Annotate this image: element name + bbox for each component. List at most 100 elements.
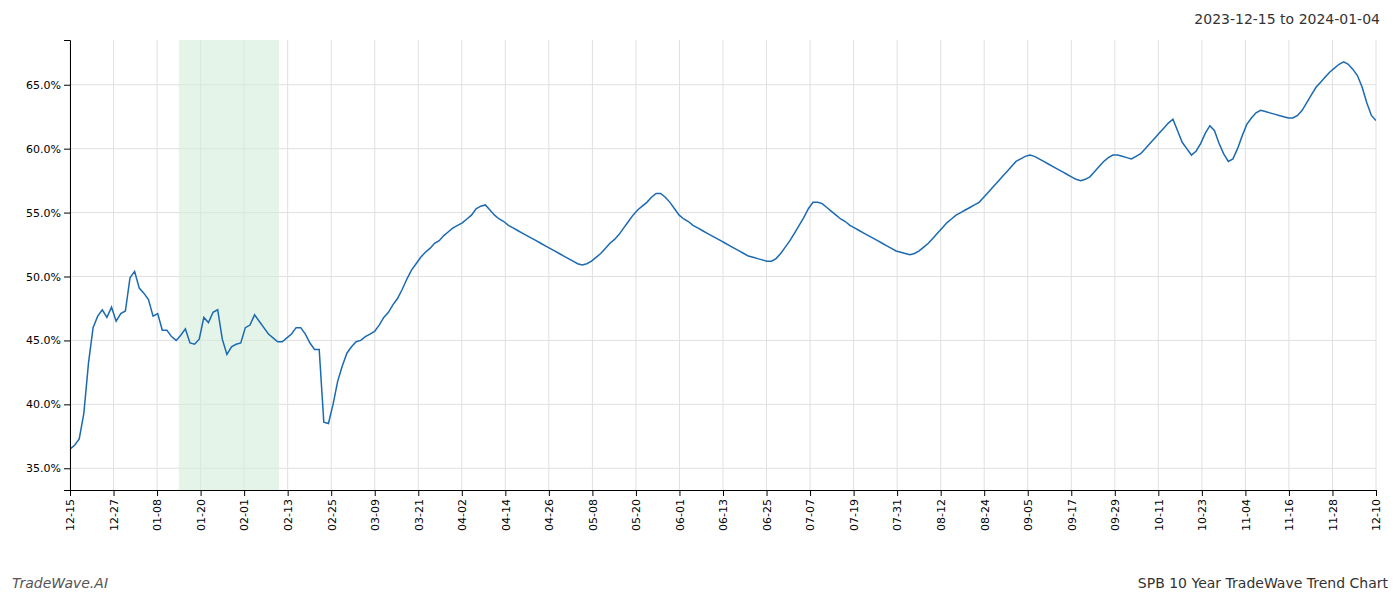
tick-mark <box>462 490 463 496</box>
tick-label: 06-13 <box>717 499 730 531</box>
tick-mark <box>810 490 811 496</box>
tick: 40.0% <box>26 398 70 411</box>
tick: 04-14 <box>500 490 513 531</box>
tick-mark <box>1115 490 1116 496</box>
tick-mark <box>1376 490 1377 496</box>
tick-label: 04-26 <box>543 499 556 531</box>
tick-mark <box>1158 490 1159 496</box>
tick-mark <box>897 490 898 496</box>
marks <box>70 40 1376 490</box>
tick-mark <box>984 490 985 496</box>
tick-label: 09-17 <box>1066 499 1079 531</box>
tick-label: 11-16 <box>1283 499 1296 531</box>
tick-mark <box>1245 490 1246 496</box>
tick-mark <box>418 490 419 496</box>
tick-label: 12-27 <box>108 499 121 531</box>
tick-mark <box>941 490 942 496</box>
tick-mark <box>244 490 245 496</box>
tick: 07-31 <box>891 490 904 531</box>
tick: 11-04 <box>1240 490 1253 531</box>
tick-label: 10-11 <box>1153 499 1166 531</box>
tick-mark <box>64 213 70 214</box>
tick: 07-07 <box>804 490 817 531</box>
tick-label: 04-14 <box>500 499 513 531</box>
tick-mark <box>505 490 506 496</box>
tick: 05-08 <box>587 490 600 531</box>
tick: 06-13 <box>717 490 730 531</box>
grid-line <box>1332 40 1333 490</box>
line <box>70 62 1376 449</box>
grid <box>70 40 1376 490</box>
tick: 11-28 <box>1327 490 1340 531</box>
grid-line <box>157 40 158 490</box>
tick-mark <box>1071 490 1072 496</box>
tick-label: 03-09 <box>369 499 382 531</box>
tick-label: 45.0% <box>26 334 61 347</box>
tick: 11-16 <box>1283 490 1296 531</box>
tick-label: 02-13 <box>282 499 295 531</box>
grid-line <box>592 40 593 490</box>
tick-mark <box>592 490 593 496</box>
tick-mark <box>636 490 637 496</box>
tick-mark <box>64 149 70 150</box>
grid-line <box>418 40 419 490</box>
grid-line <box>853 40 854 490</box>
grid-line <box>1114 40 1115 490</box>
tick-mark <box>1028 490 1029 496</box>
tick-mark <box>679 490 680 496</box>
grid-line <box>1288 40 1289 490</box>
tick-mark <box>64 404 70 405</box>
tick-label: 08-12 <box>935 499 948 531</box>
axis-line <box>71 491 1377 497</box>
tick-label: 01-20 <box>195 499 208 531</box>
axis-line <box>64 41 71 491</box>
tick: 12-15 <box>64 490 77 531</box>
tick-label: 10-23 <box>1196 499 1209 531</box>
tick-mark <box>1289 490 1290 496</box>
tick-label: 06-01 <box>674 499 687 531</box>
tick-mark <box>157 490 158 496</box>
tick: 02-01 <box>238 490 251 531</box>
tick: 03-09 <box>369 490 382 531</box>
tick-mark <box>64 468 70 469</box>
grid-line <box>897 40 898 490</box>
tick: 01-20 <box>195 490 208 531</box>
grid-line <box>1071 40 1072 490</box>
annotation: SPB 10 Year TradeWave Trend Chart <box>1138 575 1389 591</box>
tick: 02-13 <box>282 490 295 531</box>
highlight-span <box>179 40 279 490</box>
tick-label: 50.0% <box>26 271 61 284</box>
grid-line <box>1201 40 1202 490</box>
tick-label: 60.0% <box>26 143 61 156</box>
tick-mark <box>331 490 332 496</box>
tick: 01-08 <box>151 490 164 531</box>
tick-label: 07-19 <box>848 499 861 531</box>
tick-label: 02-01 <box>238 499 251 531</box>
grid-line <box>374 40 375 490</box>
tick: 35.0% <box>26 462 70 475</box>
tick-mark <box>854 490 855 496</box>
tick-label: 05-08 <box>587 499 600 531</box>
tick: 06-01 <box>674 490 687 531</box>
tick-mark <box>375 490 376 496</box>
tick-label: 03-21 <box>413 499 426 531</box>
annotation: TradeWave.AI <box>12 575 108 591</box>
tick-label: 07-31 <box>891 499 904 531</box>
grid-line <box>1376 40 1377 490</box>
tick-label: 07-07 <box>804 499 817 531</box>
tick-mark <box>723 490 724 496</box>
grid-line <box>766 40 767 490</box>
tick: 45.0% <box>26 334 70 347</box>
tick: 02-25 <box>326 490 339 531</box>
tick: 55.0% <box>26 207 70 220</box>
grid-line <box>331 40 332 490</box>
tick-mark <box>288 490 289 496</box>
y-axis: 35.0% 40.0% 45.0% 50.0% 55.0% 60.0% 65.0% <box>26 41 70 491</box>
tick: 04-26 <box>543 490 556 531</box>
title: 2023-12-15 to 2024-01-04 <box>1194 11 1380 27</box>
tick: 10-23 <box>1196 490 1209 531</box>
tick: 08-24 <box>979 490 992 531</box>
tick: 60.0% <box>26 143 70 156</box>
tick: 65.0% <box>26 79 70 92</box>
grid-line <box>940 40 941 490</box>
